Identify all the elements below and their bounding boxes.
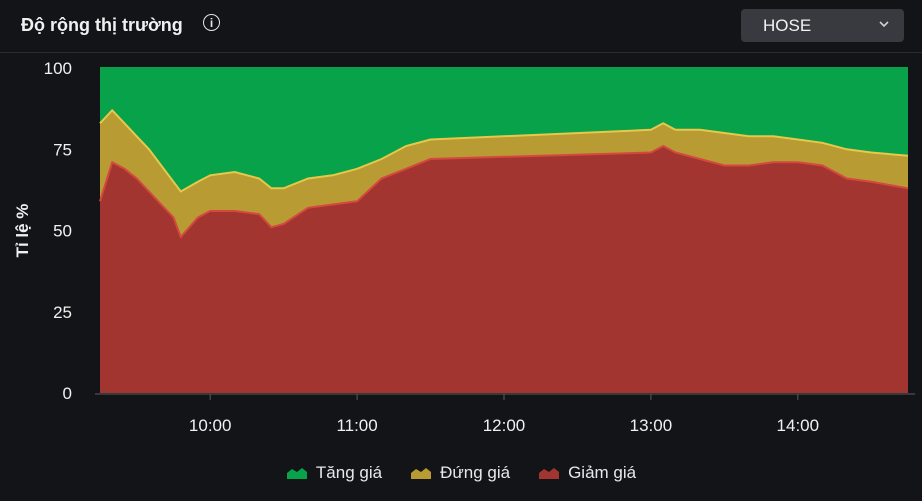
exchange-select-value: HOSE [763,16,812,35]
x-tick-label: 12:00 [483,416,526,435]
y-tick-label: 50 [53,222,72,241]
legend-label: Tăng giá [315,463,383,482]
chart-title: Độ rộng thị trường [21,15,183,35]
chart-axes: 0 25 50 75 100 10:00 11:00 12:00 13:00 14:00 Tỉ lệ… [13,59,915,435]
area-Đứng giá [100,110,908,237]
legend-item[interactable]: Đứng giá [410,463,510,483]
x-tick-label: 14:00 [777,416,820,435]
legend-item[interactable]: Giảm giá [538,463,636,483]
y-tick-label: 75 [53,140,72,159]
chevron-down-icon [879,21,889,28]
chart-header: Độ rộng thị trường i HOSE [0,0,922,53]
info-icon[interactable]: i [203,14,220,31]
y-tick-label: 25 [53,303,72,322]
legend-swatch-icon [411,468,432,479]
chart-legend: Tăng giá Đứng giá Giảm giá [0,458,922,488]
line-Giảm giá [99,144,909,239]
legend-swatch-icon [539,468,560,479]
y-tick-label: 0 [63,384,72,403]
y-axis-label: Tỉ lệ % [13,204,32,258]
line-Đứng giá [99,108,909,193]
exchange-select[interactable]: HOSE [741,9,904,42]
area-Giảm giá [100,146,908,393]
x-tick-label: 10:00 [189,416,232,435]
x-tick-label: 13:00 [630,416,673,435]
legend-item[interactable]: Tăng giá [286,463,382,483]
market-breadth-chart: 0 25 50 75 100 10:00 11:00 12:00 13:00 14:00 Tỉ lệ… [13,59,915,435]
y-tick-label: 100 [44,59,72,78]
area-Tăng giá [100,68,908,192]
chart-areas [99,67,909,393]
legend-swatch-icon [286,468,307,479]
x-tick-label: 11:00 [336,416,377,435]
legend-label: Giảm giá [568,463,637,482]
legend-label: Đứng giá [440,463,511,482]
